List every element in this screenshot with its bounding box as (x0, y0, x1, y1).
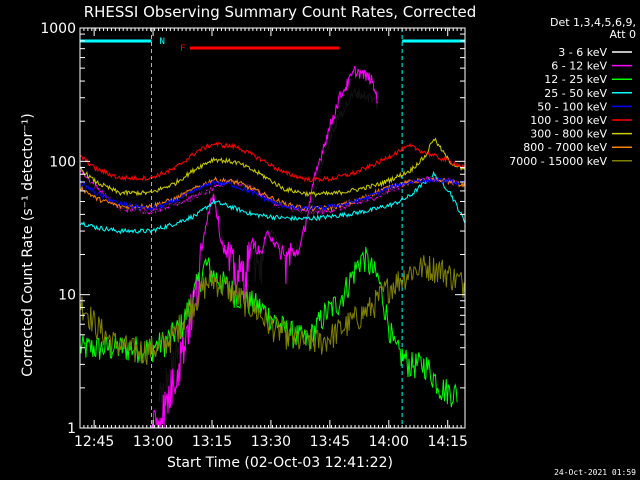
series-curves (80, 137, 465, 408)
x-tick-label: 13:15 (192, 434, 232, 450)
y-axis-ticks: 1 10 100 1000 (40, 21, 465, 437)
legend-entry-label: 3 - 6 keV (558, 46, 607, 59)
x-axis-label: Start Time (02-Oct-03 12:41:22) (167, 455, 393, 471)
series-line-100-300-kev (80, 141, 465, 183)
series-line-800-7000-kev (80, 176, 465, 213)
legend-entry-label: 7000 - 15000 keV (509, 155, 607, 168)
flare-label: F (180, 44, 185, 54)
night-label: N (160, 37, 165, 47)
flare-marker: F (180, 44, 340, 54)
x-tick-label: 13:30 (251, 434, 291, 450)
timestamp: 24-Oct-2021 01:59 (554, 468, 636, 477)
y-tick-label: 10 (58, 288, 76, 304)
series-line-6-12-kev-burst (150, 65, 379, 428)
legend-header: Det 1,3,4,5,6,9, (550, 16, 636, 29)
legend-entry-label: 12 - 25 keV (544, 73, 607, 86)
legend-header: Att 0 (610, 28, 636, 41)
y-tick-label: 1000 (40, 21, 76, 37)
x-tick-label: 13:45 (310, 434, 350, 450)
y-tick-label: 1 (67, 421, 76, 437)
legend-entry-label: 6 - 12 keV (551, 60, 607, 73)
series-line-12-25-kev (80, 246, 458, 408)
plot-area: N F (80, 28, 465, 428)
series-line-25-50-kev (80, 170, 465, 235)
series-line-300-800-kev (80, 137, 465, 198)
series-line-7000-15000-kev (80, 255, 465, 365)
x-axis-ticks: 12:45 13:00 13:15 13:30 13:45 14:00 14:15 (74, 28, 468, 450)
series-line-50-100-kev (80, 176, 465, 213)
legend-entry-label: 50 - 100 keV (537, 100, 607, 113)
series-line-3-6-kev-burst (158, 88, 379, 408)
y-tick-label: 100 (49, 154, 76, 170)
x-tick-label: 14:00 (369, 434, 409, 450)
night-markers: N (80, 28, 465, 428)
legend-entry-label: 25 - 50 keV (544, 87, 607, 100)
x-tick-label: 13:00 (133, 434, 173, 450)
legend-entry-label: 800 - 7000 keV (523, 141, 607, 154)
x-tick-label: 12:45 (74, 434, 114, 450)
y-axis-label: Corrected Count Rate (s⁻¹ detector⁻¹) (20, 113, 36, 376)
burst-curves (150, 65, 379, 428)
x-tick-label: 14:15 (428, 434, 468, 450)
legend-entry-label: 300 - 800 keV (530, 128, 607, 141)
chart-title: RHESSI Observing Summary Count Rates, Co… (84, 3, 477, 21)
legend-entry-label: 100 - 300 keV (530, 114, 607, 127)
